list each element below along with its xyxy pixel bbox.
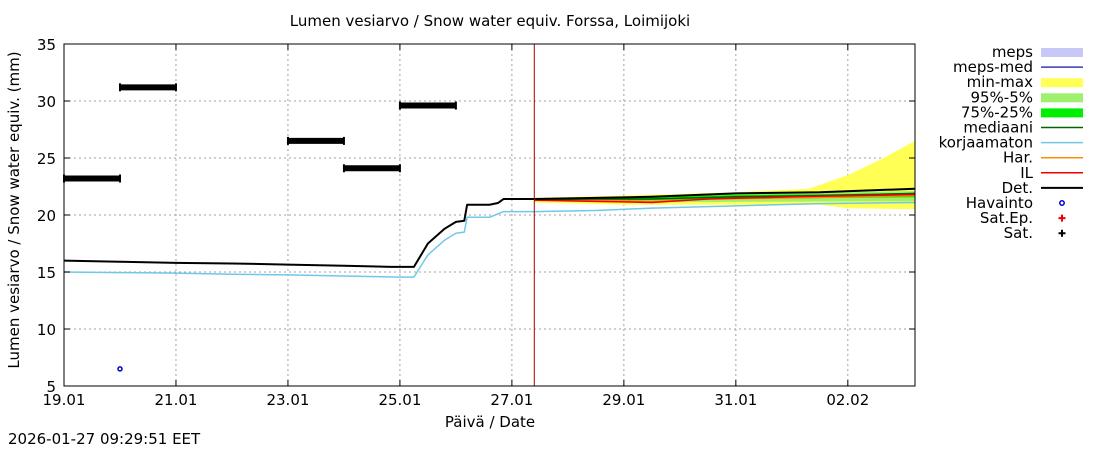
x-tick-label: 31.01 bbox=[714, 391, 757, 409]
x-tick-label: 25.01 bbox=[378, 391, 421, 409]
korjaamaton-line bbox=[63, 201, 916, 278]
legend-label-sat: Sat. bbox=[1004, 224, 1033, 242]
y-tick-label: 15 bbox=[37, 264, 56, 282]
y-tick-label: 25 bbox=[37, 150, 56, 168]
legend-swatch-sat bbox=[1058, 229, 1066, 237]
legend-label-havainto: Havainto bbox=[966, 194, 1033, 212]
legend-label-min-max: min-max bbox=[967, 73, 1034, 91]
legend-swatch-meps bbox=[1041, 48, 1083, 57]
legend-swatch-havainto bbox=[1059, 200, 1065, 206]
legend-label-meps-med: meps-med bbox=[953, 58, 1033, 76]
legend-swatch-p95-5 bbox=[1041, 93, 1083, 103]
x-axis-label: Päivä / Date bbox=[445, 413, 535, 431]
legend-swatch-sat-ep bbox=[1058, 214, 1066, 222]
observation-points bbox=[63, 83, 457, 372]
legend-label-il: IL bbox=[1020, 164, 1033, 182]
legend-label-p95-5: 95%-5% bbox=[970, 88, 1033, 106]
il-line bbox=[534, 193, 916, 204]
x-tick-label: 02.02 bbox=[826, 391, 869, 409]
legend-label-korjaamaton: korjaamaton bbox=[939, 134, 1033, 152]
legend-swatch-min-max bbox=[1041, 78, 1083, 88]
grid-lines bbox=[64, 44, 915, 386]
y-axis-label: Lumen vesiarvo / Snow water equiv. (mm) bbox=[5, 51, 23, 368]
chart-title: Lumen vesiarvo / Snow water equiv. Forss… bbox=[290, 12, 690, 30]
x-tick-label: 29.01 bbox=[602, 391, 645, 409]
x-tick-label: 27.01 bbox=[490, 391, 533, 409]
legend-label-mediaani: mediaani bbox=[963, 119, 1033, 137]
axis-ticks: 5 10 15 20 25 30 35 19.01 21.01 23.01 25.01 27.01 29… bbox=[37, 36, 915, 409]
timestamp: 2026-01-27 09:29:51 EET bbox=[8, 430, 201, 448]
legend-label-p75-25: 75%-25% bbox=[961, 103, 1033, 121]
y-tick-label: 35 bbox=[37, 36, 56, 54]
legend-label-meps: meps bbox=[992, 43, 1033, 61]
legend-label-har: Har. bbox=[1003, 149, 1033, 167]
y-tick-label: 20 bbox=[37, 207, 56, 225]
x-tick-label: 23.01 bbox=[266, 391, 309, 409]
y-tick-label: 10 bbox=[37, 321, 56, 339]
x-tick-label: 19.01 bbox=[43, 391, 86, 409]
y-tick-label: 30 bbox=[37, 93, 56, 111]
legend: mepsmeps-medmin-max95%-5%75%-25%mediaani… bbox=[939, 43, 1083, 242]
legend-swatch-p75-25 bbox=[1041, 108, 1083, 118]
havainto-point bbox=[117, 366, 123, 372]
det-line bbox=[63, 187, 916, 268]
legend-label-det: Det. bbox=[1002, 179, 1033, 197]
series-lines bbox=[63, 44, 916, 386]
x-tick-label: 21.01 bbox=[154, 391, 197, 409]
y-tick-label: 5 bbox=[46, 378, 56, 396]
legend-label-sat-ep: Sat.Ep. bbox=[980, 209, 1033, 227]
